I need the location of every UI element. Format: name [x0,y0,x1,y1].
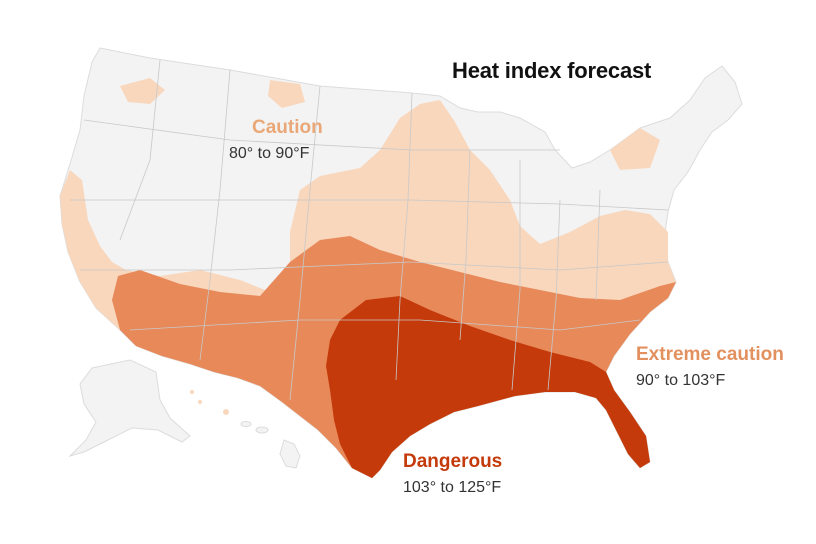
alaska [68,359,191,458]
map-specks [190,390,229,415]
hawaii-island-small [255,426,269,434]
state-borders [70,59,669,401]
caution-range: 80° to 90°F [229,145,310,162]
hawaii-island-small [240,421,252,427]
caution-region [610,128,660,170]
dangerous-label: Dangerous [403,451,503,472]
dangerous-region [326,296,650,478]
caution-region [268,80,305,108]
dangerous-range: 103° to 125°F [403,479,502,496]
caution-label: Caution [252,117,323,138]
caution-region [120,78,165,104]
hawaii [279,439,301,469]
extreme-caution-label: Extreme caution [636,344,784,365]
map-title: Heat index forecast [452,58,652,83]
extreme-caution-range: 90° to 103°F [636,372,726,389]
